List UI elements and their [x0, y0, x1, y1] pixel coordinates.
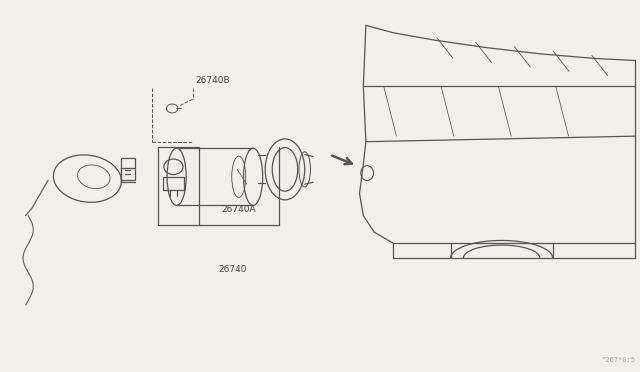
- Text: 26740: 26740: [218, 264, 246, 273]
- Bar: [121, 158, 135, 180]
- Text: 26740B: 26740B: [196, 76, 230, 85]
- Text: ^267*0:5: ^267*0:5: [602, 357, 636, 363]
- Text: 26740A: 26740A: [221, 205, 256, 215]
